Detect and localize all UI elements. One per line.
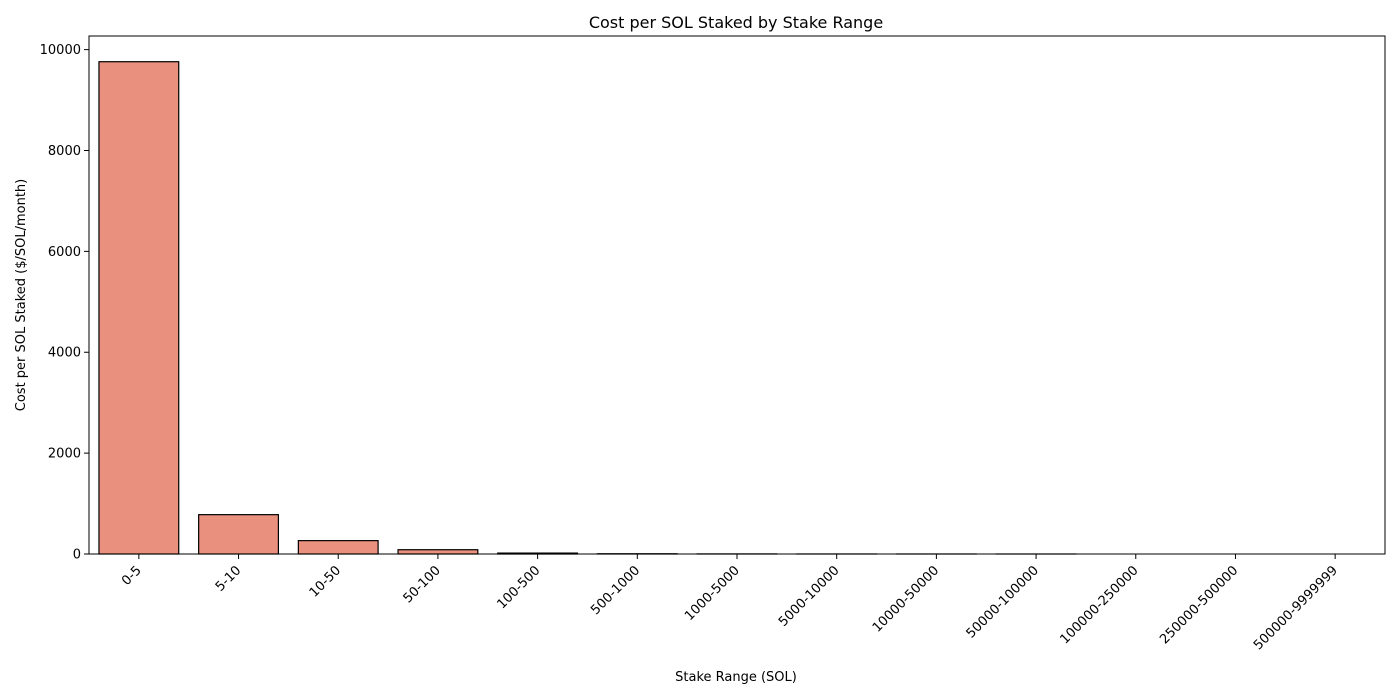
y-tick-label: 10000: [40, 43, 81, 58]
bar: [98, 61, 180, 555]
y-tick-label: 6000: [48, 245, 81, 260]
y-axis-title: Cost per SOL Staked ($/SOL/month): [14, 179, 29, 411]
y-tick-label: 8000: [48, 144, 81, 159]
bar: [397, 549, 479, 555]
y-tick-label: 4000: [48, 346, 81, 361]
x-axis-title: Stake Range (SOL): [675, 670, 797, 685]
bar: [198, 514, 280, 555]
y-tick-label: 2000: [48, 447, 81, 462]
chart-title: Cost per SOL Staked by Stake Range: [589, 13, 883, 32]
y-tick-label: 0: [73, 548, 81, 563]
bar: [297, 540, 379, 555]
y-axis: 0 2000 4000 6000 8000 10000: [40, 43, 89, 563]
